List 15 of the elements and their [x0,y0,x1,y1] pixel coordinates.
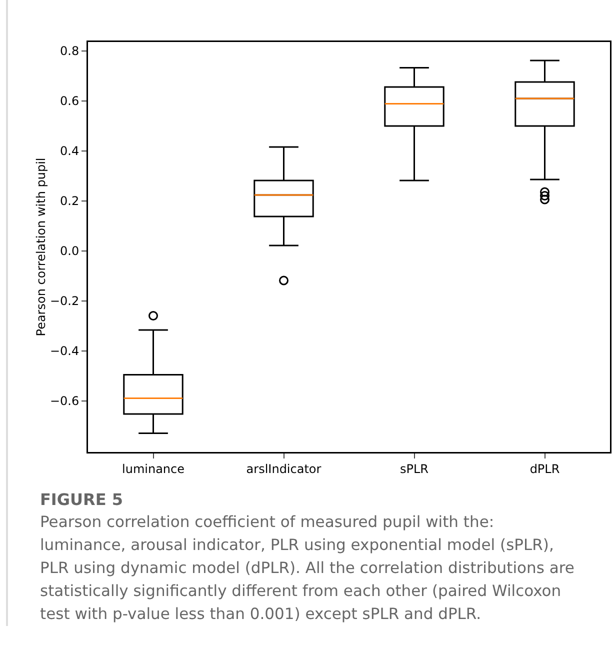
x-tick-label: sPLR [400,462,429,476]
y-tick-label: −0.2 [50,294,80,308]
y-tick-label: −0.4 [50,344,80,358]
x-tick-label: luminance [122,462,185,476]
x-tick-label: arslIndicator [246,462,322,476]
y-tick-label: 0.0 [60,244,80,258]
x-tick-label: dPLR [530,462,560,476]
text: Pearson correlation coefficient of measured pupil with the: luminance, arousal indicator, PLR using exponential model (sPLR), PLR using dynamic model (dPLR). All the correlation distributions are statistically significantly different from each other (paired Wilcoxon test with p-value less than 0.001) except sPLR and dPLR. [40,512,576,625]
y-tick-label: 0.8 [60,44,80,58]
y-tick-label: 0.2 [60,194,80,208]
y-tick-label: 0.4 [60,144,80,158]
y-axis-title: Pearson correlation with pupil [34,158,48,336]
y-tick-label: 0.6 [60,94,80,108]
caption: FIGURE 5 [40,489,124,511]
y-tick-label: −0.6 [50,394,80,408]
